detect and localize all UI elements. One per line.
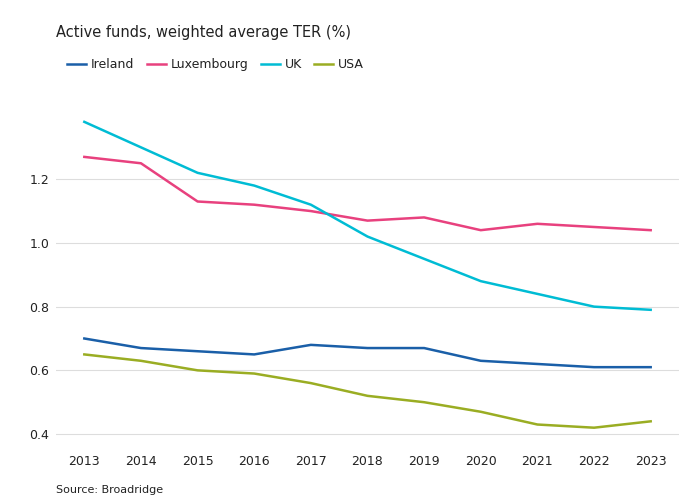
Luxembourg <box>250 202 258 207</box>
Luxembourg <box>307 208 315 214</box>
Ireland <box>647 364 655 370</box>
Ireland <box>307 342 315 348</box>
Ireland <box>420 345 428 351</box>
Line: USA: USA <box>84 354 651 428</box>
Luxembourg <box>420 214 428 220</box>
Ireland <box>136 345 145 351</box>
Text: Source: Broadridge: Source: Broadridge <box>56 485 163 495</box>
Ireland <box>250 352 258 358</box>
Luxembourg <box>647 227 655 233</box>
USA <box>80 352 88 358</box>
Line: UK: UK <box>84 122 651 310</box>
USA <box>590 424 598 430</box>
Luxembourg <box>193 198 202 204</box>
USA <box>477 409 485 415</box>
UK <box>647 307 655 313</box>
UK <box>307 202 315 207</box>
Ireland <box>363 345 372 351</box>
UK <box>363 234 372 239</box>
USA <box>136 358 145 364</box>
UK <box>136 144 145 150</box>
Ireland <box>193 348 202 354</box>
Ireland <box>80 336 88 342</box>
USA <box>363 393 372 399</box>
Luxembourg <box>363 218 372 224</box>
UK <box>250 182 258 188</box>
USA <box>193 368 202 374</box>
UK <box>533 291 542 297</box>
USA <box>647 418 655 424</box>
Luxembourg <box>80 154 88 160</box>
Luxembourg <box>590 224 598 230</box>
USA <box>420 399 428 405</box>
Ireland <box>477 358 485 364</box>
Luxembourg <box>136 160 145 166</box>
USA <box>250 370 258 376</box>
Line: Luxembourg: Luxembourg <box>84 157 651 230</box>
UK <box>420 256 428 262</box>
USA <box>533 422 542 428</box>
UK <box>477 278 485 284</box>
Ireland <box>533 361 542 367</box>
UK <box>193 170 202 176</box>
UK <box>590 304 598 310</box>
Legend: Ireland, Luxembourg, UK, USA: Ireland, Luxembourg, UK, USA <box>62 53 369 76</box>
Text: Active funds, weighted average TER (%): Active funds, weighted average TER (%) <box>56 25 351 40</box>
USA <box>307 380 315 386</box>
Luxembourg <box>533 221 542 227</box>
Luxembourg <box>477 227 485 233</box>
UK <box>80 119 88 125</box>
Ireland <box>590 364 598 370</box>
Line: Ireland: Ireland <box>84 338 651 367</box>
